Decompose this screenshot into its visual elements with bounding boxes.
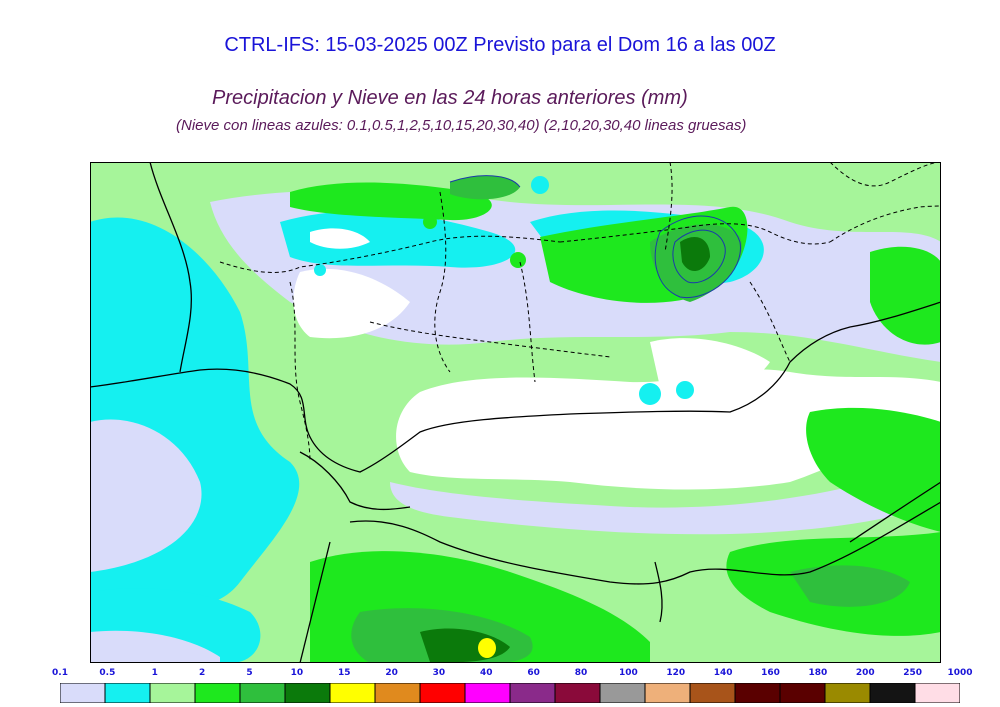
field-cell [510,252,526,268]
field-sw-light [90,630,220,663]
legend-swatch [599,683,646,703]
map-note: (Nieve con lineas azules: 0.1,0.5,1,2,5,… [176,117,747,134]
regional-border [369,321,611,358]
legend-label: 20 [385,668,398,678]
legend-label: 140 [713,668,733,678]
legend-label: 60 [527,668,540,678]
snow-contour [672,229,726,284]
legend-label: 0.1 [52,668,68,678]
regional-border [519,261,536,383]
field-cell [531,176,549,194]
legend-swatch [329,683,376,703]
snow-contour [449,175,521,188]
legend-swatch [374,683,421,703]
legend-swatch [464,683,511,703]
field-cell [639,383,661,405]
legend-label: 80 [574,668,588,678]
regional-border [829,162,941,187]
map-subtitle: Precipitacion y Nieve en las 24 horas an… [212,87,688,109]
coastline [849,481,941,543]
field-small-dry [310,228,370,249]
field-south-max [478,638,496,658]
legend-swatch [239,683,286,703]
field-cell [423,215,437,229]
field-west-light [90,419,202,572]
legend-label: 160 [761,668,780,678]
legend-label: 15 [337,668,351,678]
field-far-east-green [870,246,941,345]
legend-swatch [779,683,826,703]
legend-swatch [194,683,241,703]
legend-swatch [554,683,601,703]
map-frame [90,162,941,663]
legend-swatch [734,683,781,703]
coastline [654,561,663,623]
regional-border [559,223,831,245]
legend-label: 100 [619,668,638,678]
legend-swatch [60,683,106,703]
legend-swatch [149,683,196,703]
field-cell [676,381,694,399]
regional-border [664,162,673,253]
legend-swatch [869,683,916,703]
legend-swatch [914,683,960,703]
field-north-green [290,182,492,221]
field-north-midgreen [450,175,520,200]
field-east-green [806,407,941,532]
legend-label: 250 [903,668,923,678]
legend-swatch [419,683,466,703]
field-central-ring [390,462,941,535]
field-se-midgreen [790,565,910,607]
legend-label: 5 [246,668,253,678]
regional-border [434,191,451,373]
legend-label: 30 [432,668,446,678]
legend-swatch [104,683,151,703]
regional-border [289,281,311,463]
snow-contour [654,215,741,299]
field-north-cyan [280,211,516,268]
legend-swatch [509,683,556,703]
legend-label: 1 [151,668,158,678]
legend-label: 200 [855,668,875,678]
field-ne-darkgreen [680,237,710,272]
map-title: CTRL-IFS: 15-03-2025 00Z Previsto para e… [224,34,776,56]
legend-label: 10 [290,668,304,678]
field-central-dry [396,369,941,490]
regional-border [219,235,561,273]
legend-labels: 0.1 0.5 1 2 5 10 15 20 30 40 60 80 100 120 140 160 180 20… [0,668,1000,682]
legend-swatch [644,683,691,703]
precipitation-map [90,162,941,663]
legend-label: 0.5 [99,668,116,678]
precipitation-legend [60,683,960,703]
coastline [349,501,941,585]
field-nw-dry [293,268,410,339]
legend-label: 1000 [947,668,973,678]
coastline [90,301,941,473]
field-cell [314,264,326,276]
field-east-dry [650,338,770,392]
legend-swatch [284,683,331,703]
legend-label: 2 [198,668,206,678]
regional-border [829,205,941,243]
legend-swatch [824,683,871,703]
legend-label: 180 [808,668,828,678]
coastline [299,451,411,511]
legend-label: 40 [480,668,493,678]
coastline [299,541,331,663]
legend-label: 120 [666,668,686,678]
regional-border [749,281,791,363]
coastline [149,162,193,373]
legend-swatch [689,683,736,703]
